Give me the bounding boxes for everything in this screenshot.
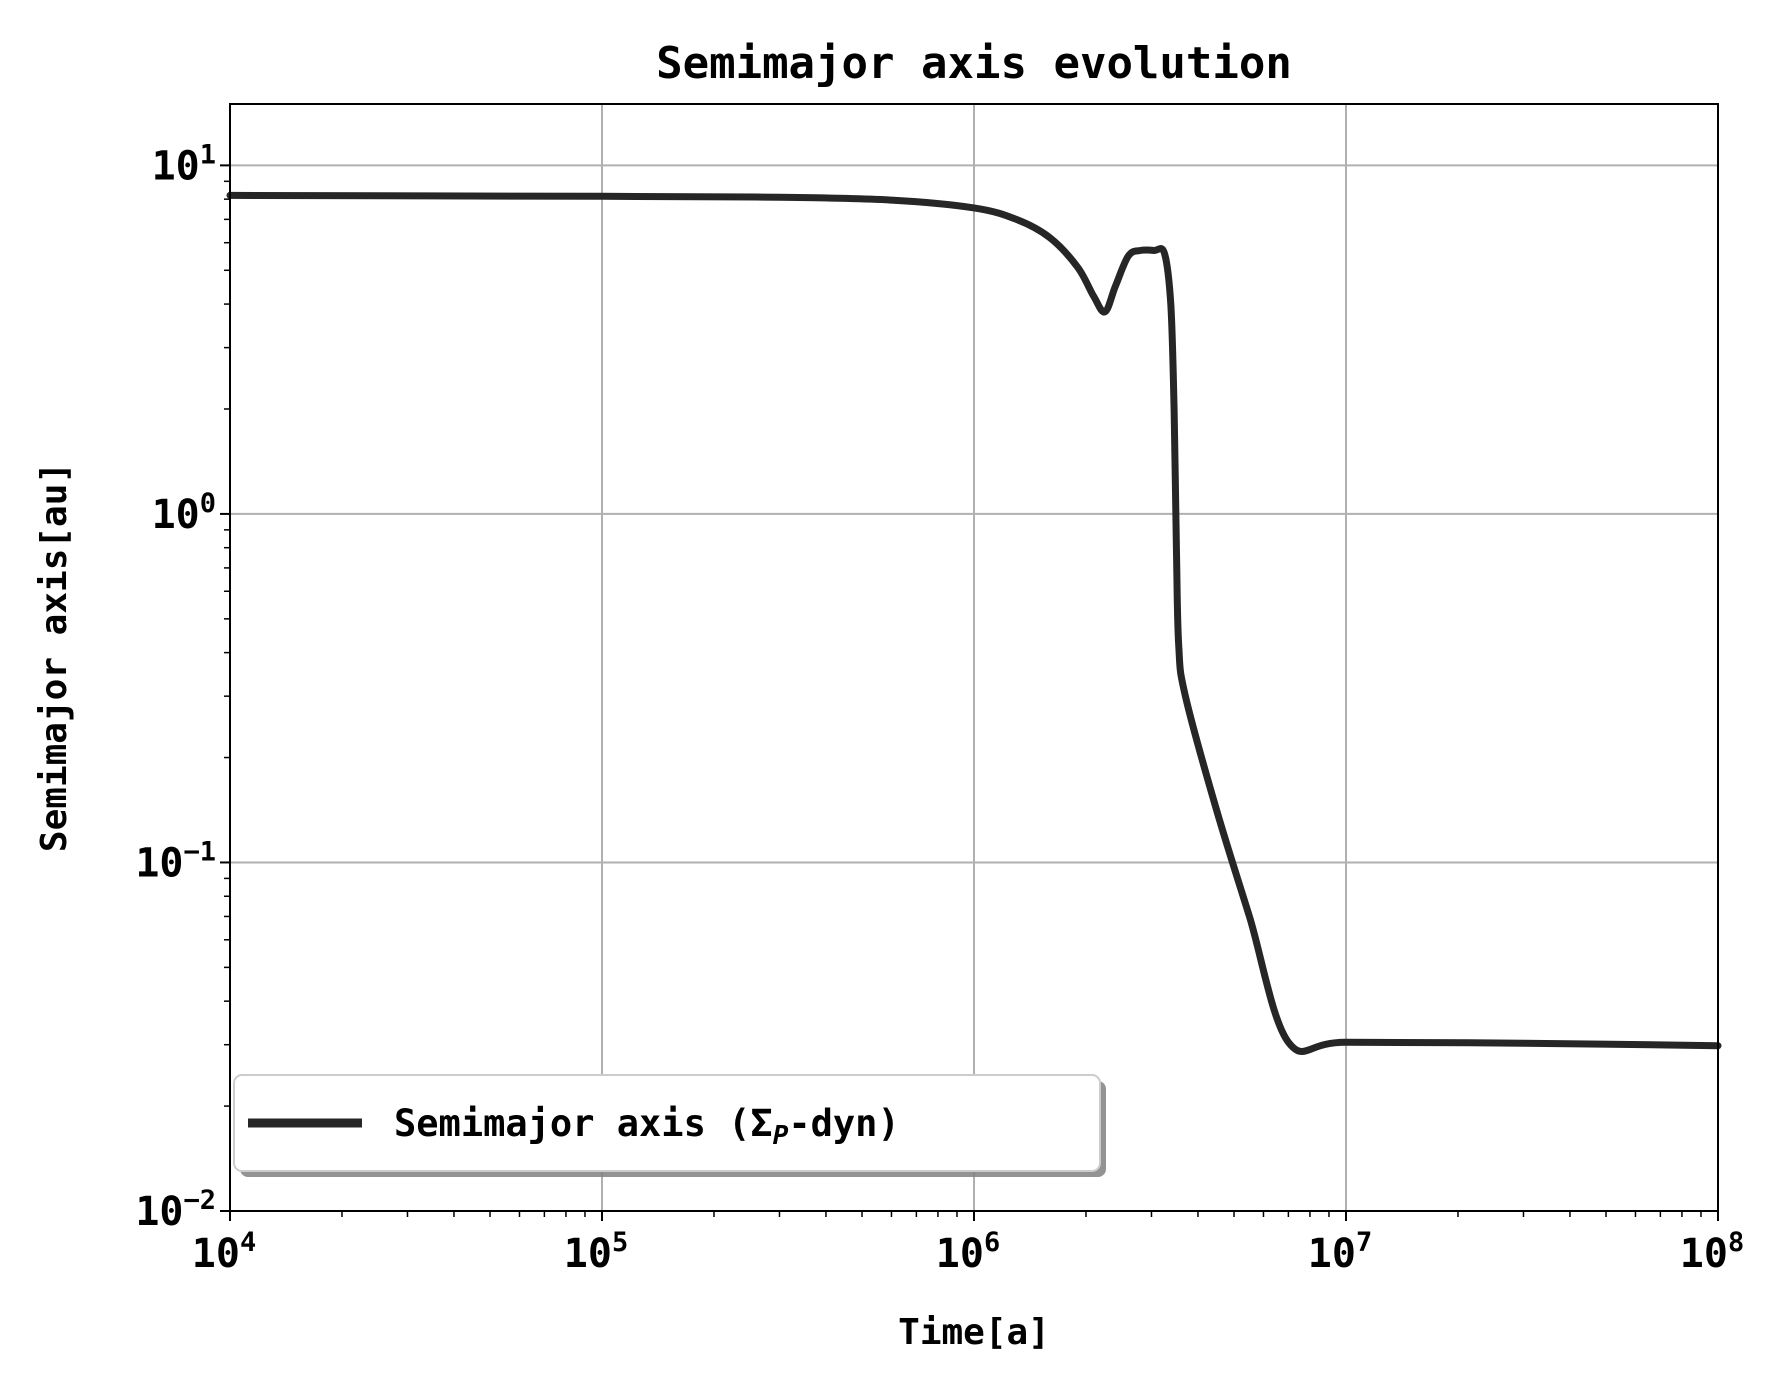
legend-box <box>233 1074 1101 1172</box>
x-tick-label: 105 <box>564 1227 628 1277</box>
x-tick-label: 107 <box>1308 1227 1372 1277</box>
x-axis-label: Time[a] <box>898 1312 1050 1353</box>
x-tick-label: 106 <box>936 1227 1000 1277</box>
x-tick-label: 104 <box>192 1227 256 1277</box>
x-tick-label: 108 <box>1680 1227 1744 1277</box>
plot-frame <box>229 103 1719 1212</box>
y-axis-label: Semimajor axis[au] <box>34 462 75 852</box>
x-tick-labels: 104 105 106 107 108 <box>192 1227 1744 1277</box>
minor-ticks <box>224 180 1702 1217</box>
major-ticks <box>220 164 1719 1221</box>
grid-lines <box>230 104 1718 1211</box>
legend-label: Semimajor axis (ΣP-dyn) <box>394 1102 900 1151</box>
chart-title: Semimajor axis evolution <box>656 38 1292 89</box>
legend: Semimajor axis (ΣP-dyn) <box>233 1074 1106 1177</box>
series-line <box>226 191 1722 1055</box>
y-tick-labels: 10−2 10−1 100 101 <box>135 139 216 1235</box>
y-tick-label: 10−2 <box>135 1185 216 1235</box>
y-tick-label: 100 <box>152 488 216 538</box>
y-tick-label: 101 <box>152 139 216 189</box>
y-tick-label: 10−1 <box>135 836 216 886</box>
